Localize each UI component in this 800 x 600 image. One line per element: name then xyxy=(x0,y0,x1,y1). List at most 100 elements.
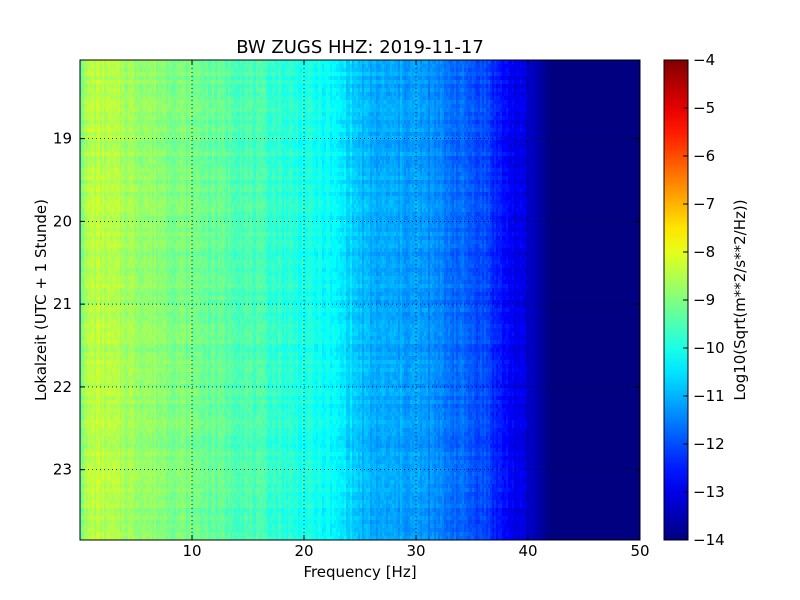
heatmap-cell xyxy=(466,72,469,77)
heatmap-cell xyxy=(592,76,595,81)
heatmap-cell xyxy=(496,72,499,77)
heatmap-cell xyxy=(474,64,477,69)
heatmap-cell xyxy=(260,88,263,93)
heatmap-cell xyxy=(308,88,311,93)
heatmap-cell xyxy=(256,88,259,93)
heatmap-cell xyxy=(160,88,163,93)
heatmap-cell xyxy=(388,88,391,93)
heatmap-cell xyxy=(334,80,337,85)
heatmap-cell xyxy=(84,64,87,69)
heatmap-cell xyxy=(254,84,257,89)
heatmap-cell xyxy=(518,68,521,73)
heatmap-cell xyxy=(498,68,501,73)
heatmap-cell xyxy=(268,88,271,93)
heatmap-cell xyxy=(270,88,273,93)
heatmap-cell xyxy=(476,84,479,89)
heatmap-cell xyxy=(294,60,297,65)
heatmap-cell xyxy=(198,88,201,93)
heatmap-cell xyxy=(540,60,543,65)
heatmap-cell xyxy=(112,80,115,85)
heatmap-cell xyxy=(456,68,459,73)
heatmap-cell xyxy=(624,64,627,69)
heatmap-cell xyxy=(428,68,431,73)
heatmap-cell xyxy=(476,80,479,85)
heatmap-cell xyxy=(224,60,227,65)
heatmap-cell xyxy=(384,72,387,77)
heatmap-cell xyxy=(532,60,535,65)
heatmap-cell xyxy=(88,84,91,89)
heatmap-cell xyxy=(288,68,291,73)
heatmap-cell xyxy=(408,84,411,89)
heatmap-cell xyxy=(484,64,487,69)
heatmap-cell xyxy=(408,88,411,93)
heatmap-cell xyxy=(228,76,231,81)
heatmap-cell xyxy=(596,68,599,73)
heatmap-cell xyxy=(238,60,241,65)
heatmap-cell xyxy=(316,88,319,93)
heatmap-cell xyxy=(634,84,637,89)
heatmap-cell xyxy=(512,80,515,85)
heatmap-cell xyxy=(378,68,381,73)
heatmap-cell xyxy=(254,64,257,69)
heatmap-cell xyxy=(618,68,621,73)
heatmap-cell xyxy=(308,64,311,69)
heatmap-cell xyxy=(358,88,361,93)
heatmap-cell xyxy=(512,64,515,69)
heatmap-cell xyxy=(330,60,333,65)
heatmap-cell xyxy=(134,84,137,89)
heatmap-cell xyxy=(210,84,213,89)
heatmap-cell xyxy=(610,60,613,65)
heatmap-cell xyxy=(408,80,411,85)
heatmap-cell xyxy=(568,64,571,69)
heatmap-cell xyxy=(562,72,565,77)
heatmap-cell xyxy=(338,84,341,89)
heatmap-cell xyxy=(146,88,149,93)
heatmap-cell xyxy=(92,72,95,77)
heatmap-cell xyxy=(240,88,243,93)
heatmap-cell xyxy=(402,88,405,93)
heatmap-cell xyxy=(586,76,589,81)
heatmap-cell xyxy=(120,80,123,85)
heatmap-cell xyxy=(404,64,407,69)
heatmap-cell xyxy=(398,88,401,93)
heatmap-cell xyxy=(538,76,541,81)
heatmap-cell xyxy=(526,68,529,73)
heatmap-cell xyxy=(280,76,283,81)
heatmap-cell xyxy=(300,84,303,89)
heatmap-cell xyxy=(340,84,343,89)
heatmap-cell xyxy=(404,72,407,77)
heatmap-cell xyxy=(390,76,393,81)
heatmap-cell xyxy=(412,88,415,93)
heatmap-cell xyxy=(362,76,365,81)
heatmap-cell xyxy=(626,60,629,65)
heatmap-cell xyxy=(286,84,289,89)
heatmap-cell xyxy=(414,88,417,93)
heatmap-cell xyxy=(190,72,193,77)
heatmap-cell xyxy=(396,88,399,93)
heatmap-cell xyxy=(444,88,447,93)
heatmap-cell xyxy=(254,88,257,93)
heatmap-cell xyxy=(346,68,349,73)
heatmap-cell xyxy=(172,84,175,89)
heatmap-cell xyxy=(454,80,457,85)
heatmap-cell xyxy=(110,64,113,69)
heatmap-cell xyxy=(202,80,205,85)
heatmap-cell xyxy=(568,88,571,93)
heatmap-cell xyxy=(568,60,571,65)
heatmap-cell xyxy=(304,60,307,65)
heatmap-cell xyxy=(490,68,493,73)
heatmap-cell xyxy=(220,88,223,93)
heatmap-cell xyxy=(440,88,443,93)
heatmap-cell xyxy=(128,76,131,81)
heatmap-cell xyxy=(236,84,239,89)
heatmap-cell xyxy=(168,76,171,81)
heatmap-cell xyxy=(88,76,91,81)
heatmap-cell xyxy=(94,80,97,85)
heatmap-cell xyxy=(394,88,397,93)
heatmap-cell xyxy=(106,80,109,85)
heatmap-cell xyxy=(518,84,521,89)
heatmap-cell xyxy=(160,72,163,77)
heatmap-cell xyxy=(220,80,223,85)
heatmap-cell xyxy=(572,80,575,85)
heatmap-cell xyxy=(446,84,449,89)
